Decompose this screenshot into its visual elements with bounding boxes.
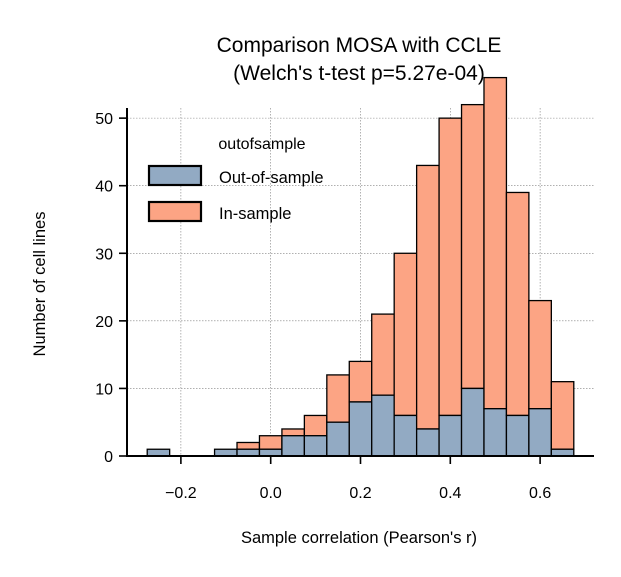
chart-title: Comparison MOSA with CCLE <box>217 34 502 57</box>
bar-in-sample <box>460 103 485 390</box>
legend: outofsample Out-of-sample In-sample <box>147 136 324 223</box>
bar-out-of-sample <box>483 408 508 457</box>
x-tick-label: −0.2 <box>165 485 197 502</box>
bar-in-sample <box>281 428 306 437</box>
histogram-bars <box>146 76 575 457</box>
y-tick-label: 40 <box>95 179 113 196</box>
y-tick-label: 10 <box>95 381 113 398</box>
bar-in-sample <box>393 252 418 417</box>
x-tick-label: 0.6 <box>529 485 551 502</box>
bar-in-sample <box>415 164 440 430</box>
bar-out-of-sample <box>326 421 350 457</box>
y-tick-label: 0 <box>104 449 113 466</box>
x-tick-label: 0.4 <box>439 485 461 502</box>
bar-out-of-sample <box>236 448 261 457</box>
x-tick-label: 0.0 <box>260 485 282 502</box>
bar-out-of-sample <box>438 414 463 457</box>
bar-out-of-sample <box>550 448 575 457</box>
bar-out-of-sample <box>528 408 552 457</box>
y-axis-label: Number of cell lines <box>31 212 49 357</box>
bar-in-sample <box>505 191 530 417</box>
bar-out-of-sample <box>505 414 530 457</box>
bar-in-sample <box>550 381 575 450</box>
x-axis-label: Sample correlation (Pearson's r) <box>241 529 477 547</box>
bar-out-of-sample <box>146 448 171 457</box>
x-tick-label: 0.2 <box>349 485 371 502</box>
bar-out-of-sample <box>213 448 238 457</box>
bar-out-of-sample <box>348 401 373 457</box>
y-tick-label: 30 <box>95 246 113 263</box>
bar-in-sample <box>528 299 552 410</box>
chart-subtitle: (Welch's t-test p=5.27e-04) <box>233 62 485 85</box>
legend-label-in-sample: In-sample <box>219 205 291 223</box>
legend-title: outofsample <box>218 136 305 153</box>
bar-out-of-sample <box>415 428 440 457</box>
bar-out-of-sample <box>258 448 283 457</box>
legend-swatch-in-sample <box>147 200 203 223</box>
bar-out-of-sample <box>303 435 328 457</box>
bar-out-of-sample <box>281 435 306 457</box>
bar-in-sample <box>438 117 463 417</box>
axes: −0.2 0.0 0.2 0.4 0.6 0 10 20 30 40 50 <box>95 108 594 502</box>
legend-label-out-of-sample: Out-of-sample <box>219 169 324 187</box>
legend-swatch-out-of-sample <box>147 164 203 187</box>
bar-in-sample <box>258 435 283 450</box>
bar-in-sample <box>348 360 373 403</box>
y-tick-label: 50 <box>95 111 113 128</box>
y-tick-label: 20 <box>95 314 113 331</box>
bar-in-sample <box>303 414 328 437</box>
bar-in-sample <box>236 441 261 450</box>
bar-in-sample <box>326 374 350 423</box>
bar-in-sample <box>483 76 508 410</box>
bar-in-sample <box>371 313 395 396</box>
bar-out-of-sample <box>393 414 418 457</box>
bar-out-of-sample <box>460 387 485 457</box>
bar-out-of-sample <box>371 394 395 457</box>
